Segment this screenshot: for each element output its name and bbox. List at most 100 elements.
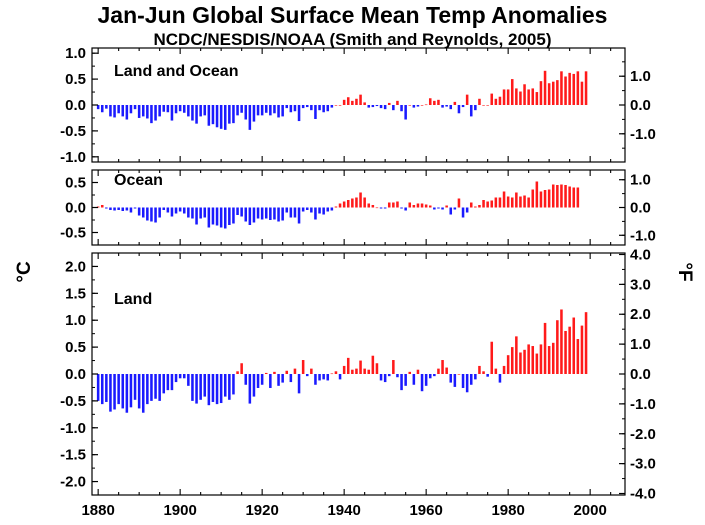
bar-ocean-1923 <box>273 207 276 220</box>
y-tick-label-left: -0.5 <box>60 123 86 140</box>
bar-land-and-ocean-1933 <box>314 105 317 119</box>
bar-land-and-ocean-1944 <box>359 94 362 105</box>
bar-land-1987 <box>535 353 539 374</box>
bar-land-and-ocean-1985 <box>527 89 530 105</box>
bar-land-1999 <box>584 312 588 374</box>
bar-ocean-1908 <box>211 207 215 225</box>
bar-ocean-1986 <box>531 189 535 208</box>
bar-ocean-1977 <box>494 197 498 208</box>
bar-ocean-1892 <box>146 207 149 221</box>
bar-ocean-1901 <box>182 207 186 214</box>
bar-land-and-ocean-1943 <box>355 98 358 105</box>
bar-land-1948 <box>375 363 379 374</box>
bar-land-and-ocean-1897 <box>166 105 170 113</box>
bar-land-and-ocean-1910 <box>219 105 223 129</box>
bar-land-1911 <box>223 374 227 397</box>
bar-land-and-ocean-1973 <box>478 98 481 105</box>
bar-land-1908 <box>211 374 215 402</box>
bar-land-and-ocean-1996 <box>572 73 576 105</box>
bar-land-and-ocean-1982 <box>515 88 518 105</box>
bar-ocean-1939 <box>338 203 342 208</box>
bar-ocean-1930 <box>301 207 305 212</box>
bar-land-1944 <box>359 360 362 374</box>
y-unit-right: °F <box>674 262 695 281</box>
bar-ocean-1966 <box>449 207 453 215</box>
bar-land-1994 <box>564 330 567 374</box>
bar-land-1966 <box>449 374 453 383</box>
bar-land-1945 <box>363 368 366 374</box>
bar-land-1954 <box>400 374 403 391</box>
bar-land-and-ocean-1955 <box>404 105 407 120</box>
bar-land-and-ocean-1945 <box>363 102 366 105</box>
bar-ocean-1912 <box>228 207 231 225</box>
bar-land-and-ocean-1921 <box>264 105 268 113</box>
bar-land-1984 <box>523 349 526 374</box>
bar-land-1931 <box>305 374 309 377</box>
bar-land-1982 <box>515 336 518 374</box>
bar-land-and-ocean-1900 <box>178 105 182 112</box>
bar-land-1906 <box>203 374 207 397</box>
bar-land-1953 <box>396 374 399 378</box>
bar-land-1956 <box>408 371 412 374</box>
bar-ocean-1903 <box>191 207 194 219</box>
y-tick-label-right: -1.0 <box>630 227 656 244</box>
bar-land-1959 <box>420 374 424 392</box>
bar-land-1882 <box>105 374 108 402</box>
bar-land-and-ocean-1916 <box>244 105 248 120</box>
y-tick-label-left: 1.5 <box>65 285 86 302</box>
bar-ocean-1942 <box>351 198 354 208</box>
bar-ocean-1949 <box>379 207 383 209</box>
bar-land-and-ocean-1889 <box>133 105 137 110</box>
bar-land-and-ocean-1935 <box>322 105 325 113</box>
bar-ocean-1924 <box>277 207 280 222</box>
bar-land-1900 <box>178 374 182 379</box>
bar-land-and-ocean-1898 <box>170 105 174 121</box>
bar-land-and-ocean-1906 <box>203 105 207 116</box>
bar-ocean-1953 <box>396 201 399 208</box>
bar-land-and-ocean-1927 <box>289 105 293 113</box>
bar-land-and-ocean-1942 <box>351 100 354 105</box>
bar-land-and-ocean-1912 <box>228 105 231 124</box>
bar-land-and-ocean-1885 <box>117 105 120 114</box>
bar-land-1949 <box>379 374 383 381</box>
bar-ocean-1965 <box>445 205 448 208</box>
bar-land-1988 <box>539 344 543 374</box>
bar-land-and-ocean-1948 <box>375 105 379 107</box>
panel-label: Land and Ocean <box>114 63 238 80</box>
bar-land-and-ocean-1984 <box>523 84 526 105</box>
bar-ocean-1974 <box>482 200 485 208</box>
bar-ocean-1994 <box>564 185 567 208</box>
bar-land-1914 <box>236 371 239 374</box>
bar-land-1923 <box>273 371 276 374</box>
bar-land-and-ocean-1957 <box>412 105 416 108</box>
bar-land-1962 <box>433 374 436 377</box>
bar-land-and-ocean-1958 <box>416 105 420 107</box>
bar-land-1928 <box>293 368 297 374</box>
bar-land-1980 <box>506 355 510 374</box>
bar-land-and-ocean-1904 <box>195 105 198 124</box>
bar-land-and-ocean-1946 <box>367 105 371 108</box>
bar-ocean-1929 <box>297 207 301 224</box>
bar-ocean-1968 <box>457 198 461 208</box>
bar-land-1968 <box>457 374 461 375</box>
bar-land-and-ocean-1890 <box>137 105 141 118</box>
bar-land-1918 <box>252 374 256 397</box>
bar-land-1899 <box>174 374 178 383</box>
bar-ocean-1940 <box>342 201 346 208</box>
bar-land-1942 <box>351 369 354 374</box>
x-tick-label: 1980 <box>491 502 524 519</box>
bar-land-1917 <box>248 374 252 404</box>
y-tick-label-left: 0.5 <box>65 339 86 356</box>
bar-ocean-1944 <box>359 192 362 208</box>
bar-land-1887 <box>125 374 129 413</box>
bar-land-and-ocean-1882 <box>105 105 108 109</box>
bar-land-1924 <box>277 374 280 386</box>
bar-ocean-1918 <box>252 207 256 223</box>
bar-land-and-ocean-1932 <box>310 105 313 111</box>
bar-land-1901 <box>182 374 186 379</box>
bar-land-and-ocean-1989 <box>543 70 547 105</box>
bar-ocean-1941 <box>346 200 350 208</box>
bar-ocean-1928 <box>293 207 297 218</box>
bar-land-1971 <box>469 374 473 385</box>
